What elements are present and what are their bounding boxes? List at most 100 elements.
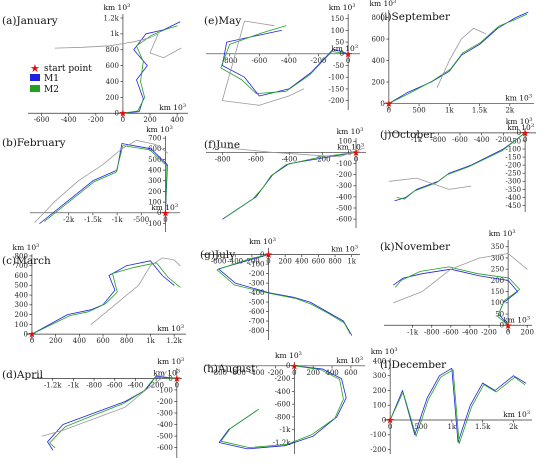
x-tick-label: 0 [30,337,34,345]
y-tick-label: -600 [336,216,352,224]
y-tick-label: -50 [510,137,521,145]
y-unit-exp: 3 [529,117,532,123]
x-tick-label: -1k [112,216,124,224]
x-tick-label: -400 [61,116,77,124]
x-tick-label: -200 [481,328,497,336]
x-tick-label: 1k [347,258,356,266]
y-unit-exp: 3 [394,347,397,353]
y-tick-label: 400 [148,167,161,175]
panel-title: (l)December [380,359,447,371]
y-tick-label: 400 [373,357,386,365]
x-tick-label: 0 [121,116,125,124]
y-tick-label: -150 [328,85,344,93]
x-tick-label: -800 [215,155,231,163]
y-unit-label: km 103 [369,0,396,8]
y-tick-label: 100 [373,402,386,410]
y-tick-label: 1k [110,30,119,38]
x-tick-label: 200 [521,328,534,336]
y-tick-label: -300 [157,409,173,417]
series-aux-track [41,371,167,437]
legend-start-label: start point [44,64,92,74]
x-tick-label: -200 [311,57,327,65]
y-tick-label: 800 [371,14,384,22]
panel-title: (a)January [2,15,58,27]
panel-title: (b)February [2,137,66,149]
series-m2-track [122,25,178,114]
y-tick-label: -450 [505,202,521,210]
y-tick-label: 0 [500,322,504,330]
y-tick-label: -100 [505,145,521,153]
x-tick-label: 0 [175,381,179,389]
x-tick-label: 200 [143,116,156,124]
panel-may: -800 -600 -400 -200 0-200-150-100-5005010015… [204,3,360,110]
y-tick-label: -600 [275,401,291,409]
start-point-icon: ★ [290,361,299,372]
x-unit-label: km 103 [157,324,184,333]
y-unit-label: km 103 [146,125,173,134]
y-tick-label: 600 [15,272,28,280]
x-tick-label: 200 [49,337,62,345]
series-aux-track [388,177,472,190]
y-unit-label: km 103 [371,347,398,356]
y-tick-label: -600 [157,444,173,452]
y-unit-exp: 3 [170,125,173,131]
panel-october: -1k -800 -600 -400 -200 0-450-400-350-300-250… [380,117,536,212]
x-unit-exp: 3 [527,315,530,321]
series-m1-track [221,29,349,97]
series-m2-track [395,266,520,326]
panel-january: -600 -400 -200 0 200 400 0 200 400 600 800 1k 1.2k km… [2,3,188,124]
x-unit-exp: 3 [183,103,186,109]
y-tick-label: -400 [275,388,291,396]
y-tick-label: -500 [336,204,352,212]
y-tick-label: -600 [249,308,265,316]
y-unit-label: km 103 [275,351,302,360]
y-tick-label: 300 [373,372,386,380]
y-tick-label: 0 [380,100,384,108]
x-tick-label: -800 [222,57,238,65]
x-unit-label: km 103 [503,410,530,419]
x-tick-label: -1k [407,328,419,336]
x-tick-label: -200 [315,155,331,163]
x-tick-label: -600 [107,381,123,389]
y-tick-label: -100 [146,220,162,228]
x-tick-label: 0 [387,107,391,115]
y-tick-label: -300 [336,182,352,190]
x-tick-label: -800 [430,136,446,144]
x-tick-label: -1k [411,136,423,144]
panel-august: -800 -600 -400 -200 0 200 400 600-1.2k-1k-800-6… [203,351,365,454]
y-tick-label: 350 [491,243,504,251]
x-tick-label: 400 [325,369,338,377]
y-tick-label: -400 [157,421,173,429]
start-point-icon: ★ [352,148,361,159]
y-tick-label: 200 [106,94,119,102]
series-m2-track [44,145,168,222]
y-unit-label: km 103 [506,117,533,126]
x-unit-label: km 103 [503,315,530,324]
series-aux-track [221,20,305,106]
y-unit-exp: 3 [352,3,355,9]
panels: -600 -400 -200 0 200 40002004006008001k1.2kkm… [2,0,536,458]
y-tick-label: -150 [505,153,521,161]
start-point-icon: ★ [27,330,36,341]
panel-title: (j)October [380,129,435,141]
y-unit-label: km 103 [104,3,131,12]
y-tick-label: -1.2k [273,439,291,447]
y-tick-label: -250 [505,170,521,178]
y-tick-label: 100 [148,199,161,207]
y-tick-label: 50 [335,38,344,46]
x-tick-label: -600 [230,369,246,377]
y-tick-label: 100 [15,321,28,329]
y-unit-exp: 3 [36,243,39,249]
panel-title: (f)June [204,139,240,151]
y-unit-label: km 103 [13,243,40,252]
series-aux-track [393,253,528,304]
start-point-icon: ★ [521,128,530,139]
y-tick-label: -100 [157,386,173,394]
y-tick-label: 1.2k [104,14,120,22]
y-tick-label: 800 [106,46,119,54]
series-m1-track [388,11,529,104]
y-tick-label: -200 [328,97,344,105]
y-tick-label: -400 [505,194,521,202]
x-tick-label: 0 [292,369,296,377]
